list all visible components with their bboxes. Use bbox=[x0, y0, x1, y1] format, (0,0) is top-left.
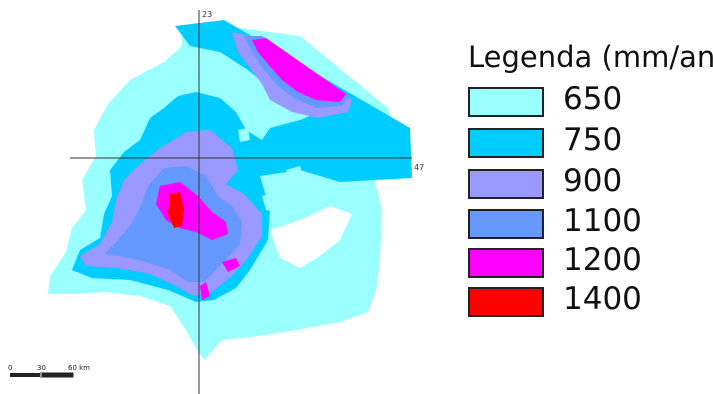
zone-650 bbox=[262, 188, 300, 214]
legend-item: 1400 bbox=[468, 281, 688, 321]
zone-650 bbox=[286, 166, 304, 182]
legend-label: 1400 bbox=[563, 281, 642, 317]
legend-item: 1100 bbox=[468, 203, 688, 243]
grid-label-horizontal: 47 bbox=[414, 163, 424, 172]
scale-bar: 0 30 60 km bbox=[8, 364, 90, 378]
zone-1200 bbox=[200, 282, 210, 300]
legend-label: 900 bbox=[563, 163, 623, 199]
legend-label: 750 bbox=[563, 122, 623, 158]
zone-650 bbox=[238, 128, 250, 142]
legend-swatch bbox=[468, 248, 544, 278]
legend-label: 650 bbox=[563, 81, 623, 117]
legend-label: 1100 bbox=[563, 203, 642, 239]
unmapped-gap bbox=[270, 206, 352, 268]
legend-item: 1200 bbox=[468, 242, 688, 282]
scale-label-0: 0 bbox=[8, 364, 12, 372]
legend-swatch bbox=[468, 128, 544, 158]
scale-label-60km: 60 km bbox=[68, 364, 90, 372]
legend-item: 650 bbox=[468, 81, 688, 121]
legend-swatch bbox=[468, 209, 544, 239]
zone-1400 bbox=[168, 192, 184, 228]
legend-item: 900 bbox=[468, 163, 688, 203]
legend-swatch bbox=[468, 87, 544, 117]
zone-1200 bbox=[252, 38, 346, 102]
zone-1200 bbox=[222, 258, 240, 272]
legend-swatch bbox=[468, 169, 544, 199]
scale-label-30: 30 bbox=[37, 364, 46, 372]
legend-item: 750 bbox=[468, 122, 688, 162]
grid-label-vertical: 23 bbox=[202, 10, 212, 19]
legend-title: Legenda (mm/an) bbox=[468, 40, 713, 74]
legend-label: 1200 bbox=[563, 242, 642, 278]
legend-swatch bbox=[468, 287, 544, 317]
